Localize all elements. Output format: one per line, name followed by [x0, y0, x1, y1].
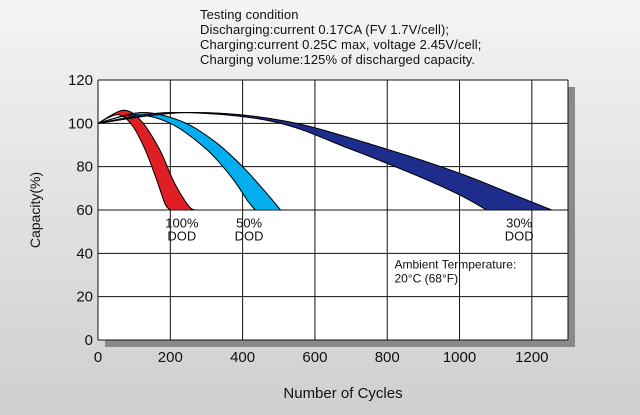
- testing-condition-heading: Testing condition: [200, 7, 299, 22]
- dod-upper-curve-1: [97, 111, 281, 211]
- dod-lower-curve-2: [97, 111, 487, 211]
- ambient-temperature-line-0: Ambient Termperature:: [394, 258, 516, 272]
- y-tick-label: 120: [68, 72, 93, 89]
- y-tick-label: 40: [76, 245, 93, 262]
- dod-lower-curve-1: [97, 114, 256, 211]
- x-tick-label: 200: [158, 349, 183, 366]
- series-label-0-line-1: DOD: [167, 228, 196, 243]
- dod-lower-curve-0: [97, 114, 171, 211]
- testing-condition-note: Testing condition Discharging:current 0.…: [200, 7, 481, 67]
- testing-condition-line-volume: Charging volume:125% of discharged capac…: [200, 52, 476, 67]
- dod-upper-curve-0: [97, 109, 196, 211]
- series-label-0-line-0: 100%: [165, 215, 199, 230]
- series-label-2-line-1: DOD: [505, 228, 534, 243]
- y-tick-label: 60: [76, 202, 93, 219]
- x-tick-label: 1200: [515, 349, 548, 366]
- series-label-1-line-1: DOD: [235, 228, 264, 243]
- x-tick-label: 1000: [443, 349, 476, 366]
- y-tick-label: 0: [85, 332, 93, 349]
- series-label-1-line-0: 50%: [236, 215, 262, 230]
- x-axis-label: Number of Cycles: [283, 385, 402, 402]
- ambient-temperature-line-1: 20°C (68°F): [394, 272, 458, 286]
- y-tick-label: 20: [76, 289, 93, 306]
- x-tick-label: 400: [230, 349, 255, 366]
- y-tick-label: 80: [76, 159, 93, 176]
- x-tick-label: 600: [302, 349, 327, 366]
- x-tick-label: 800: [375, 349, 400, 366]
- series-label-2-line-0: 30%: [506, 215, 532, 230]
- x-tick-label: 0: [94, 349, 102, 366]
- y-tick-label: 100: [68, 115, 93, 132]
- testing-condition-line-discharging: Discharging:current 0.17CA (FV 1.7V/cell…: [200, 22, 450, 37]
- y-axis-label: Capacity(%): [27, 172, 43, 248]
- testing-condition-line-charging: Charging:current 0.25C max, voltage 2.45…: [200, 37, 482, 52]
